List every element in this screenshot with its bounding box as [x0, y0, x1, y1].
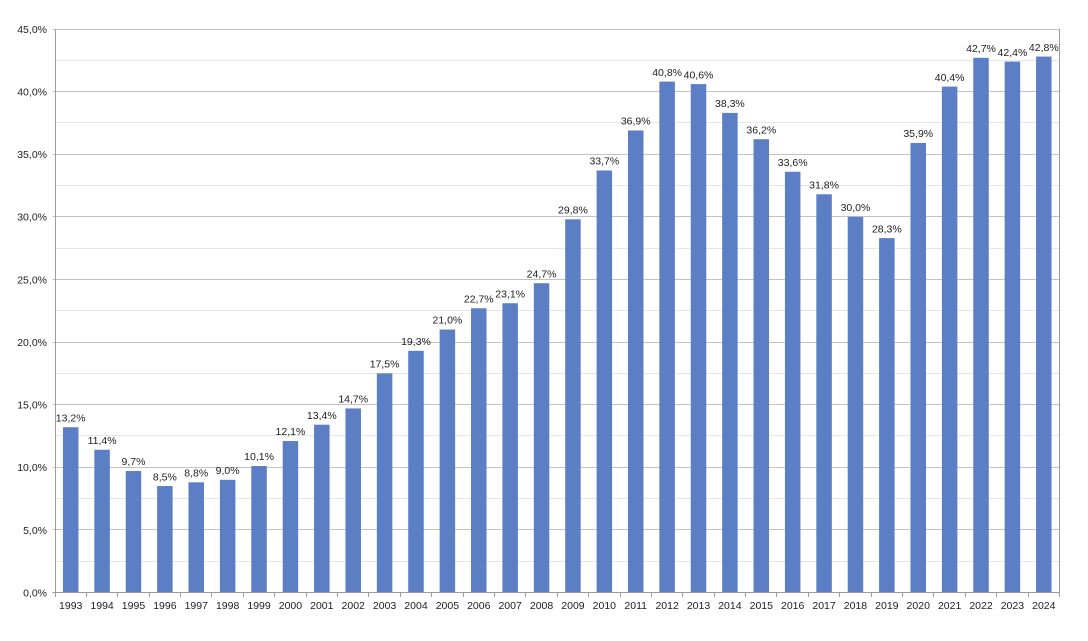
- svg-text:14,7%: 14,7%: [338, 394, 368, 406]
- svg-text:2014: 2014: [718, 600, 742, 612]
- svg-text:1993: 1993: [59, 600, 83, 612]
- svg-text:9,7%: 9,7%: [122, 456, 146, 468]
- svg-text:2006: 2006: [467, 600, 491, 612]
- svg-text:2019: 2019: [875, 600, 899, 612]
- svg-text:31,8%: 31,8%: [809, 179, 839, 191]
- svg-text:1998: 1998: [216, 600, 240, 612]
- svg-text:10,0%: 10,0%: [17, 462, 47, 474]
- svg-text:2016: 2016: [781, 600, 805, 612]
- svg-text:42,7%: 42,7%: [966, 43, 996, 55]
- svg-text:22,7%: 22,7%: [464, 293, 494, 305]
- svg-text:1995: 1995: [122, 600, 146, 612]
- svg-text:2023: 2023: [1001, 600, 1025, 612]
- svg-text:2008: 2008: [530, 600, 554, 612]
- svg-text:35,9%: 35,9%: [903, 128, 933, 140]
- svg-text:33,6%: 33,6%: [778, 157, 808, 169]
- svg-text:1997: 1997: [185, 600, 209, 612]
- svg-text:42,8%: 42,8%: [1029, 42, 1059, 54]
- svg-text:24,7%: 24,7%: [527, 268, 557, 280]
- svg-text:12,1%: 12,1%: [276, 426, 306, 438]
- svg-text:2001: 2001: [310, 600, 334, 612]
- svg-text:13,4%: 13,4%: [307, 410, 337, 422]
- svg-text:2000: 2000: [279, 600, 303, 612]
- svg-text:29,8%: 29,8%: [558, 205, 588, 217]
- svg-text:35,0%: 35,0%: [17, 149, 47, 161]
- svg-text:2005: 2005: [436, 600, 460, 612]
- svg-text:2011: 2011: [624, 600, 647, 612]
- svg-text:40,4%: 40,4%: [935, 72, 965, 84]
- svg-text:2004: 2004: [404, 600, 428, 612]
- svg-text:21,0%: 21,0%: [432, 315, 462, 327]
- svg-text:40,0%: 40,0%: [17, 87, 47, 99]
- svg-text:2012: 2012: [655, 600, 679, 612]
- svg-text:2022: 2022: [969, 600, 993, 612]
- svg-text:8,5%: 8,5%: [153, 471, 177, 483]
- svg-text:28,3%: 28,3%: [872, 223, 902, 235]
- svg-text:17,5%: 17,5%: [370, 359, 400, 371]
- svg-text:42,4%: 42,4%: [998, 47, 1028, 59]
- svg-text:1994: 1994: [90, 600, 114, 612]
- svg-text:8,8%: 8,8%: [184, 468, 208, 480]
- svg-text:2017: 2017: [812, 600, 836, 612]
- svg-text:10,1%: 10,1%: [244, 451, 274, 463]
- svg-text:20,0%: 20,0%: [17, 337, 47, 349]
- svg-text:30,0%: 30,0%: [841, 202, 871, 214]
- svg-text:2007: 2007: [498, 600, 522, 612]
- svg-text:45,0%: 45,0%: [17, 24, 47, 36]
- svg-text:0,0%: 0,0%: [23, 587, 47, 599]
- svg-text:36,9%: 36,9%: [621, 116, 651, 128]
- svg-text:2020: 2020: [907, 600, 931, 612]
- svg-text:40,8%: 40,8%: [652, 67, 682, 79]
- svg-text:9,0%: 9,0%: [216, 465, 240, 477]
- svg-text:2018: 2018: [844, 600, 868, 612]
- svg-text:2002: 2002: [342, 600, 366, 612]
- svg-text:2010: 2010: [593, 600, 617, 612]
- svg-text:5,0%: 5,0%: [23, 525, 47, 537]
- svg-text:40,6%: 40,6%: [684, 69, 714, 81]
- svg-text:2009: 2009: [561, 600, 585, 612]
- svg-text:15,0%: 15,0%: [17, 400, 47, 412]
- svg-text:2024: 2024: [1032, 600, 1056, 612]
- svg-text:33,7%: 33,7%: [589, 156, 619, 168]
- svg-text:30,0%: 30,0%: [17, 212, 47, 224]
- svg-text:1999: 1999: [247, 600, 271, 612]
- svg-text:11,4%: 11,4%: [88, 435, 117, 447]
- svg-text:2015: 2015: [750, 600, 774, 612]
- svg-text:2003: 2003: [373, 600, 397, 612]
- svg-text:2021: 2021: [938, 600, 962, 612]
- svg-text:1996: 1996: [153, 600, 177, 612]
- svg-text:38,3%: 38,3%: [715, 98, 745, 110]
- svg-text:23,1%: 23,1%: [495, 288, 525, 300]
- svg-text:2013: 2013: [687, 600, 711, 612]
- svg-text:25,0%: 25,0%: [17, 274, 47, 286]
- svg-text:13,2%: 13,2%: [56, 412, 86, 424]
- svg-text:19,3%: 19,3%: [401, 336, 431, 348]
- svg-text:36,2%: 36,2%: [746, 124, 776, 136]
